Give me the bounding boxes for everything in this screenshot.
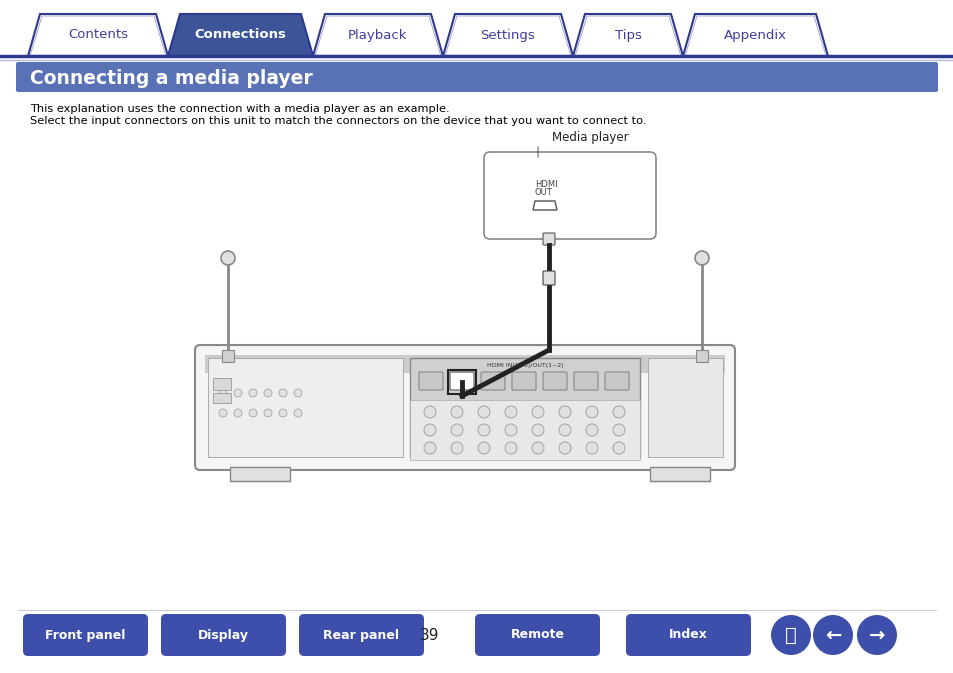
FancyBboxPatch shape bbox=[574, 372, 598, 390]
Circle shape bbox=[504, 424, 517, 436]
Text: OUT: OUT bbox=[535, 188, 552, 197]
FancyBboxPatch shape bbox=[625, 614, 750, 656]
Circle shape bbox=[249, 389, 256, 397]
Circle shape bbox=[451, 406, 462, 418]
Text: Connecting a media player: Connecting a media player bbox=[30, 69, 313, 87]
Circle shape bbox=[856, 615, 896, 655]
FancyBboxPatch shape bbox=[512, 372, 536, 390]
FancyBboxPatch shape bbox=[604, 372, 628, 390]
Circle shape bbox=[278, 389, 287, 397]
Circle shape bbox=[532, 442, 543, 454]
Text: Appendix: Appendix bbox=[723, 28, 786, 42]
Circle shape bbox=[233, 409, 242, 417]
Text: Rear panel: Rear panel bbox=[323, 629, 399, 641]
Circle shape bbox=[695, 251, 708, 265]
Bar bbox=[647, 358, 722, 457]
Circle shape bbox=[477, 442, 490, 454]
Bar bbox=[213, 393, 231, 403]
Text: Index: Index bbox=[668, 629, 707, 641]
Circle shape bbox=[477, 424, 490, 436]
Text: Front panel: Front panel bbox=[45, 629, 126, 641]
Circle shape bbox=[451, 424, 462, 436]
Text: Display: Display bbox=[198, 629, 249, 641]
Text: Tips: Tips bbox=[614, 28, 640, 42]
Circle shape bbox=[504, 442, 517, 454]
Text: →: → bbox=[868, 625, 884, 645]
Circle shape bbox=[423, 442, 436, 454]
Text: Remote: Remote bbox=[510, 629, 564, 641]
Text: Connections: Connections bbox=[194, 28, 286, 42]
Polygon shape bbox=[682, 14, 827, 56]
Bar bbox=[410, 400, 639, 460]
FancyBboxPatch shape bbox=[161, 614, 286, 656]
Text: Settings: Settings bbox=[480, 28, 535, 42]
Bar bbox=[230, 467, 290, 481]
Circle shape bbox=[770, 615, 810, 655]
Circle shape bbox=[264, 409, 272, 417]
FancyBboxPatch shape bbox=[542, 233, 555, 245]
Circle shape bbox=[219, 409, 227, 417]
Text: ←: ← bbox=[824, 625, 841, 645]
Text: Media player: Media player bbox=[551, 131, 628, 144]
FancyBboxPatch shape bbox=[542, 372, 566, 390]
Circle shape bbox=[613, 442, 624, 454]
FancyBboxPatch shape bbox=[418, 372, 442, 390]
Text: This explanation uses the connection with a media player as an example.: This explanation uses the connection wit… bbox=[30, 104, 449, 114]
Circle shape bbox=[249, 409, 256, 417]
Text: Contents: Contents bbox=[68, 28, 128, 42]
Bar bbox=[213, 378, 231, 390]
FancyBboxPatch shape bbox=[16, 62, 937, 92]
Circle shape bbox=[532, 424, 543, 436]
Circle shape bbox=[532, 406, 543, 418]
Circle shape bbox=[613, 424, 624, 436]
Circle shape bbox=[558, 424, 571, 436]
Text: Playback: Playback bbox=[348, 28, 407, 42]
Text: HDMI: HDMI bbox=[535, 180, 558, 189]
FancyBboxPatch shape bbox=[480, 372, 504, 390]
Circle shape bbox=[558, 406, 571, 418]
FancyBboxPatch shape bbox=[23, 614, 148, 656]
Bar bbox=[208, 358, 402, 457]
Text: 39: 39 bbox=[420, 627, 439, 643]
Bar bbox=[410, 358, 639, 457]
FancyBboxPatch shape bbox=[194, 345, 734, 470]
Circle shape bbox=[221, 251, 234, 265]
Circle shape bbox=[558, 442, 571, 454]
Bar bbox=[448, 370, 476, 394]
Circle shape bbox=[278, 409, 287, 417]
Circle shape bbox=[423, 424, 436, 436]
Circle shape bbox=[585, 424, 598, 436]
FancyBboxPatch shape bbox=[542, 271, 555, 285]
Text: HDMI IN(1~5)/OUT(1~2): HDMI IN(1~5)/OUT(1~2) bbox=[486, 363, 562, 369]
FancyBboxPatch shape bbox=[298, 614, 423, 656]
Circle shape bbox=[613, 406, 624, 418]
Text: Select the input connectors on this unit to match the connectors on the device t: Select the input connectors on this unit… bbox=[30, 116, 646, 126]
Circle shape bbox=[585, 442, 598, 454]
Bar bbox=[222, 350, 233, 362]
Circle shape bbox=[477, 406, 490, 418]
Circle shape bbox=[233, 389, 242, 397]
FancyBboxPatch shape bbox=[483, 152, 656, 239]
Circle shape bbox=[451, 442, 462, 454]
Circle shape bbox=[423, 406, 436, 418]
Circle shape bbox=[219, 389, 227, 397]
Polygon shape bbox=[442, 14, 573, 56]
Circle shape bbox=[812, 615, 852, 655]
Circle shape bbox=[294, 389, 302, 397]
Circle shape bbox=[504, 406, 517, 418]
FancyBboxPatch shape bbox=[475, 614, 599, 656]
Bar bbox=[205, 355, 724, 373]
Circle shape bbox=[294, 409, 302, 417]
Polygon shape bbox=[573, 14, 682, 56]
Polygon shape bbox=[168, 14, 313, 56]
Text: 🏠: 🏠 bbox=[784, 625, 796, 645]
FancyBboxPatch shape bbox=[450, 372, 474, 390]
Bar bbox=[696, 350, 707, 362]
Circle shape bbox=[264, 389, 272, 397]
Bar bbox=[649, 467, 709, 481]
Circle shape bbox=[585, 406, 598, 418]
Polygon shape bbox=[313, 14, 442, 56]
Polygon shape bbox=[28, 14, 168, 56]
